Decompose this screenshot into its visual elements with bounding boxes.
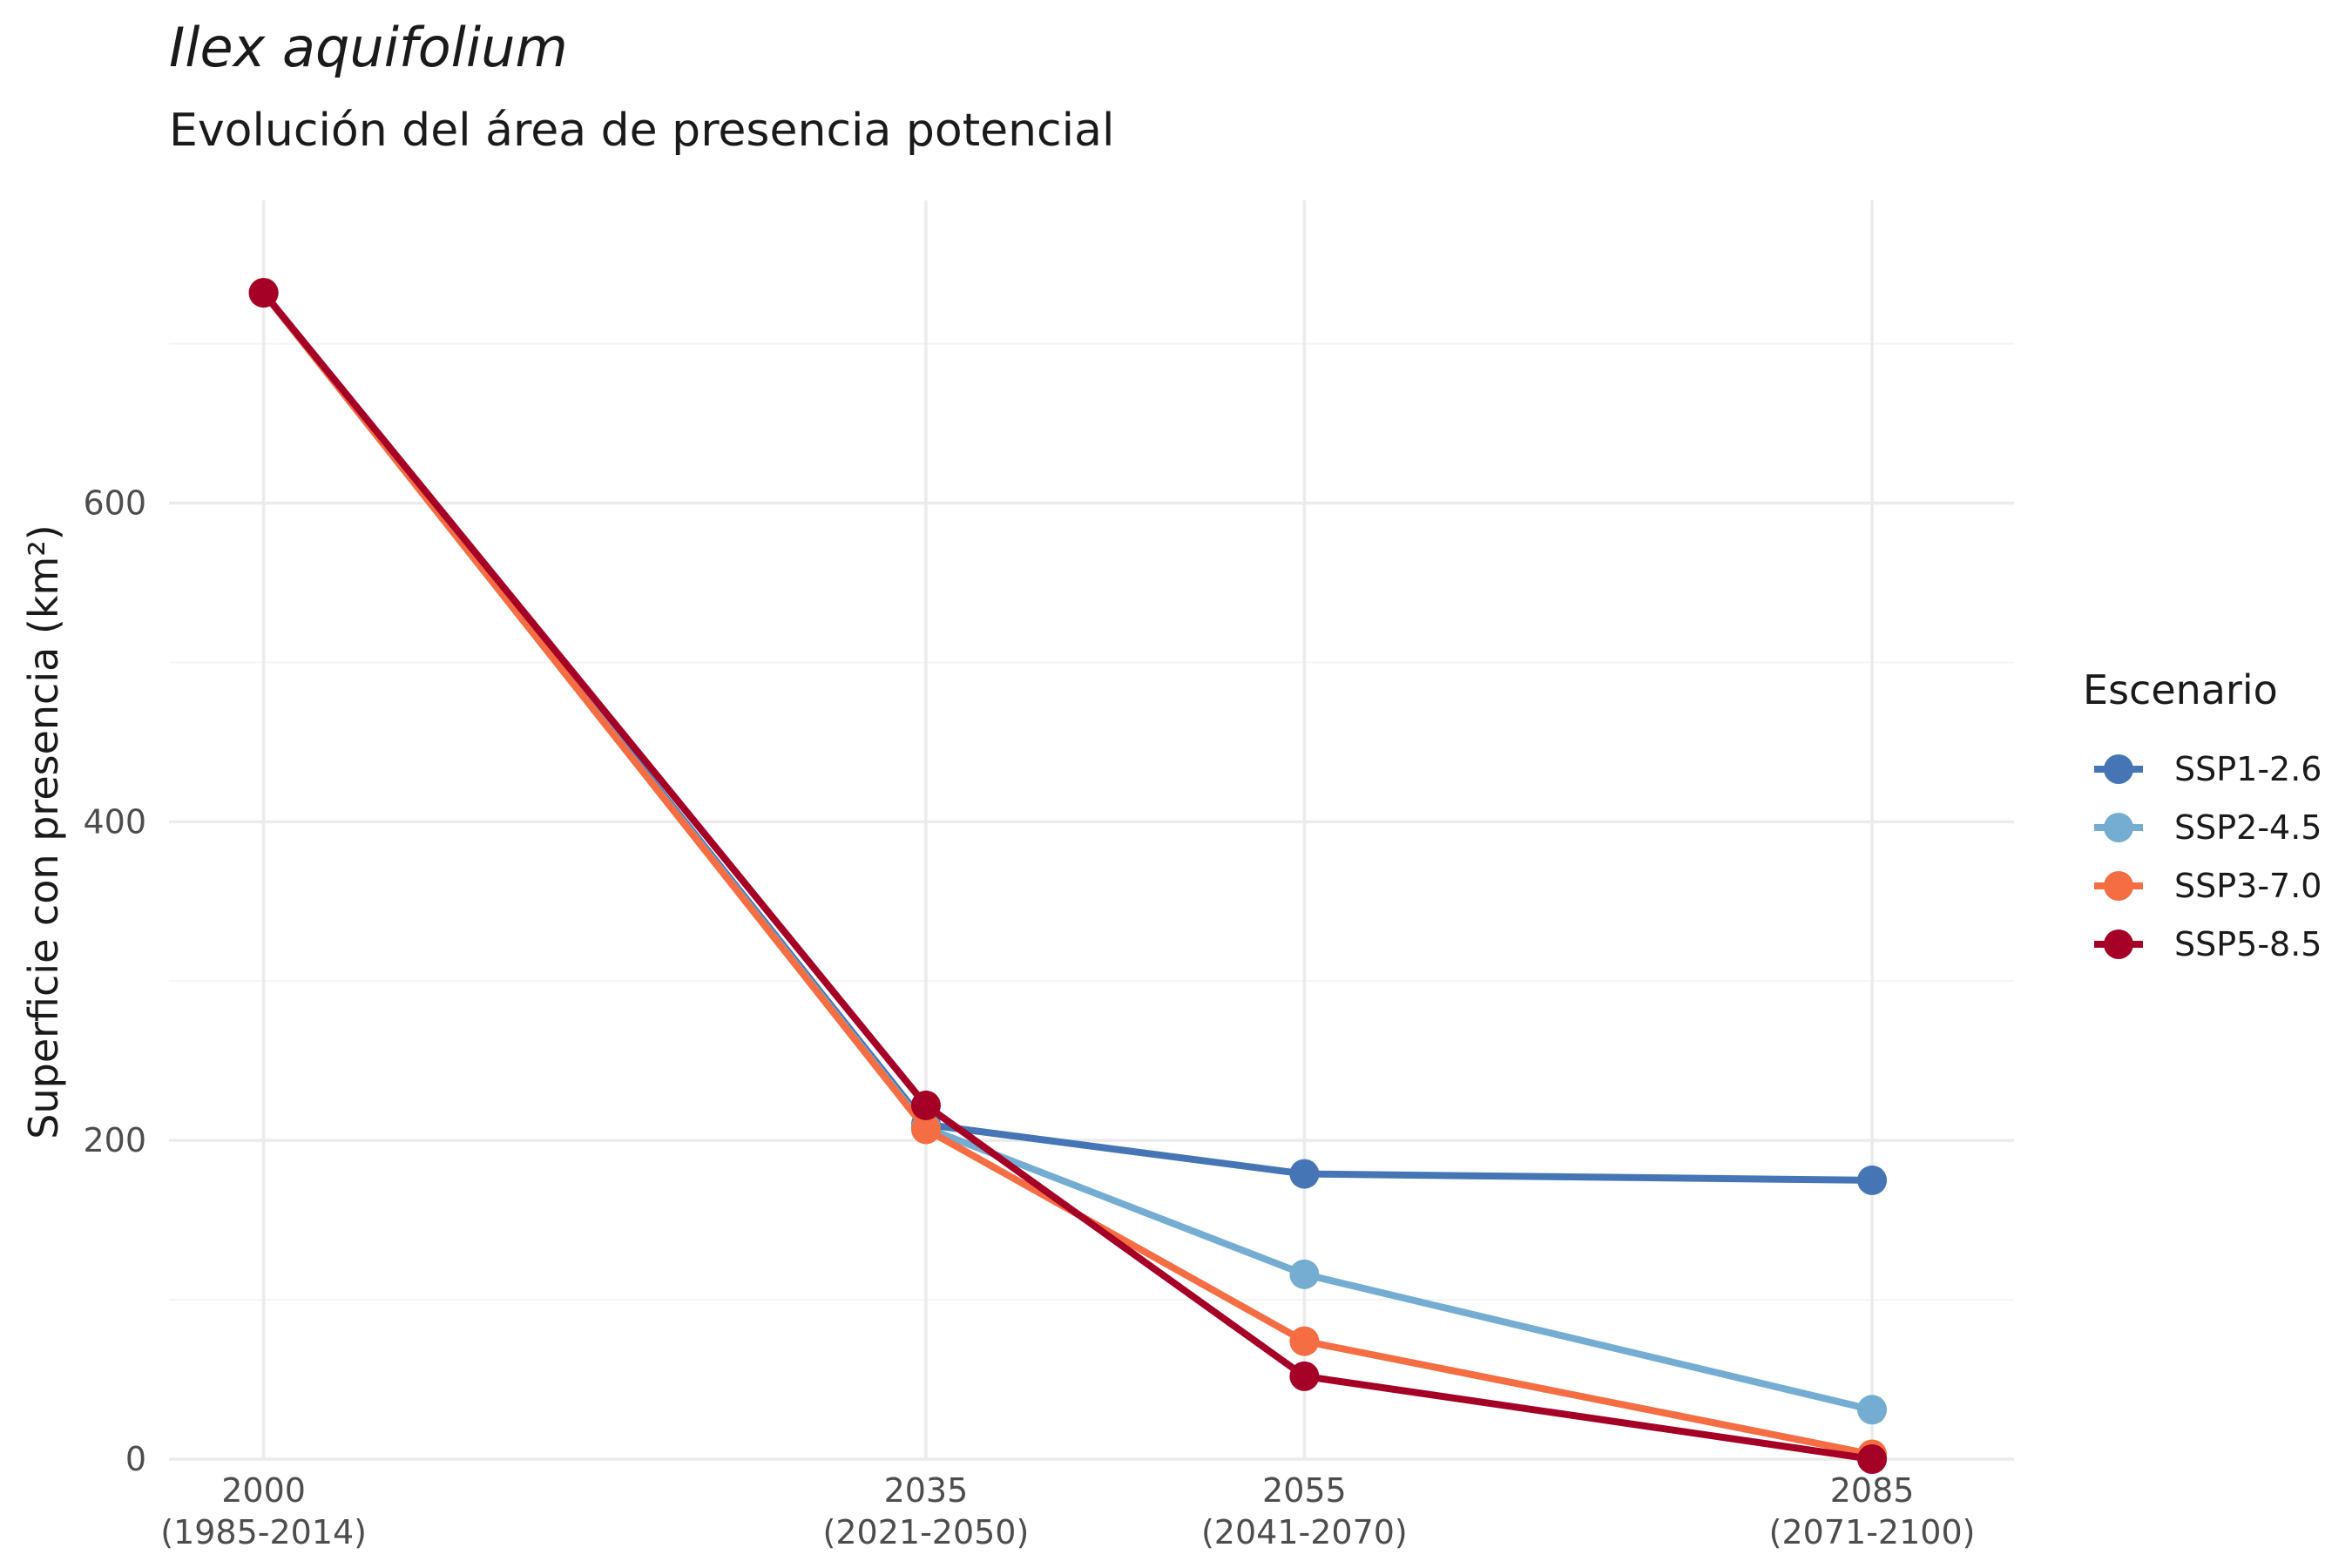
x-tick-label: 2000 xyxy=(221,1471,306,1510)
legend-key-point xyxy=(2104,813,2133,842)
y-tick-label: 200 xyxy=(83,1121,146,1159)
data-point xyxy=(910,1114,941,1145)
legend-label: SSP1-2.6 xyxy=(2174,750,2322,788)
y-tick-labels: 0 200 400 600 xyxy=(83,484,146,1478)
legend: Escenario SSP1-2.6 SSP2-4.5 SSP3-7.0 SSP5-8… xyxy=(2083,666,2322,963)
x-tick-sublabel: (2041-2070) xyxy=(1201,1513,1408,1551)
data-point xyxy=(1857,1395,1888,1425)
data-point xyxy=(1857,1444,1888,1474)
series-lines xyxy=(248,278,1888,1474)
x-tick-sublabel: (1985-2014) xyxy=(160,1513,367,1551)
x-tick-sublabel: (2071-2100) xyxy=(1769,1513,1976,1551)
series-SSP1-2.6 xyxy=(248,278,1888,1195)
legend-label: SSP3-7.0 xyxy=(2174,867,2322,905)
x-tick-label: 2035 xyxy=(884,1471,969,1510)
legend-item-SSP2-4.5: SSP2-4.5 xyxy=(2094,808,2322,847)
data-point xyxy=(1289,1159,1320,1189)
x-tick-sublabel: (2021-2050) xyxy=(823,1513,1030,1551)
series-line xyxy=(260,289,1876,1184)
legend-key-point xyxy=(2104,754,2133,784)
y-axis-title: Superficie con presencia (km²) xyxy=(20,524,67,1139)
grid-lines xyxy=(169,200,2014,1461)
y-tick-label: 0 xyxy=(125,1440,146,1478)
legend-item-SSP3-7.0: SSP3-7.0 xyxy=(2094,867,2322,905)
series-line xyxy=(260,289,1876,1414)
data-point xyxy=(910,1090,941,1120)
legend-label: SSP5-8.5 xyxy=(2174,925,2322,963)
data-point xyxy=(248,278,279,308)
y-tick-label: 400 xyxy=(83,802,146,841)
x-tick-label: 2055 xyxy=(1262,1471,1347,1510)
y-tick-label: 600 xyxy=(83,484,146,523)
chart-subtitle: Evolución del área de presencia potencia… xyxy=(169,105,1115,157)
legend-item-SSP5-8.5: SSP5-8.5 xyxy=(2094,925,2322,963)
legend-key-point xyxy=(2104,871,2133,901)
data-point xyxy=(1289,1326,1320,1356)
x-tick-label: 2085 xyxy=(1830,1471,1915,1510)
legend-label: SSP2-4.5 xyxy=(2174,808,2322,847)
data-point xyxy=(1857,1165,1888,1195)
legend-title: Escenario xyxy=(2083,666,2278,713)
data-point xyxy=(1289,1361,1320,1391)
series-line xyxy=(260,289,1876,1458)
chart-title: Ilex aquifolium xyxy=(169,16,568,79)
data-point xyxy=(1289,1259,1320,1289)
series-SSP3-7.0 xyxy=(248,278,1888,1470)
legend-key-point xyxy=(2104,929,2133,959)
legend-item-SSP1-2.6: SSP1-2.6 xyxy=(2094,750,2322,788)
series-SSP2-4.5 xyxy=(248,278,1888,1425)
series-line xyxy=(260,289,1876,1463)
x-tick-labels: 2000(1985-2014) 2035(2021-2050) 2055(2041-… xyxy=(160,1471,1975,1551)
series-SSP5-8.5 xyxy=(248,278,1888,1474)
